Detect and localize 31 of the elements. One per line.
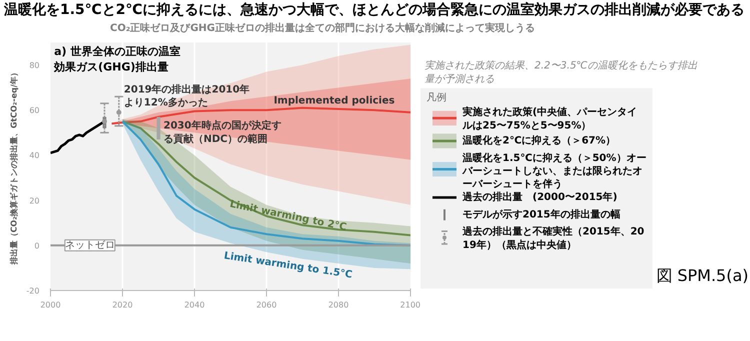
legend-label: モデルが示す2015年の排出量の幅 bbox=[462, 208, 620, 220]
annotation: Limit warming to 2°C bbox=[228, 198, 348, 234]
y-tick-label: -20 bbox=[26, 286, 40, 296]
y-tick-label: 20 bbox=[29, 196, 40, 206]
text: 図 SPM.5(a) bbox=[656, 266, 748, 286]
annotation: 2030年時点の国が決定する貢献（NDC）の範囲 bbox=[164, 120, 282, 145]
y-tick-label: 0 bbox=[34, 241, 40, 250]
annotation: Limit warming to 1.5°C bbox=[223, 250, 354, 281]
x-tick-label: 2080 bbox=[328, 300, 349, 310]
y-tick-label: 40 bbox=[29, 151, 40, 160]
x-tick-label: 2040 bbox=[184, 300, 205, 310]
x-tick-label: 2000 bbox=[40, 300, 61, 310]
y-tick-label: 60 bbox=[29, 106, 40, 116]
chart-title: 温暖化を1.5℃と2℃に抑えるには、急速かつ大幅で、ほとんどの場合緊急にの温室効果ガスの排出削減が必要である bbox=[4, 0, 744, 20]
y-axis-title: 排出量（CO₂換算ギガトンの排出量、GtCO₂-eq/年） bbox=[9, 68, 18, 266]
annotation: a) 世界全体の正味の温室効果ガス(GHG)排出量 bbox=[53, 44, 180, 74]
x-tick-label: 2100 bbox=[400, 300, 420, 310]
legend-label: 温暖化を2℃に抑える（＞67%） bbox=[462, 134, 616, 146]
ref-line-label: ネットゼロ bbox=[64, 240, 115, 251]
y-tick-label: 80 bbox=[29, 61, 40, 70]
legend-label: 過去の排出量 (2000〜2015年) bbox=[462, 191, 618, 204]
legend-label: 温暖化を1.5℃に抑える（＞50%）オーバーシュートしない、または限られたオーバーシュートを伴う bbox=[462, 152, 646, 190]
legend-title: 凡例 bbox=[426, 92, 446, 104]
annotation: 2019年の排出量は2010年より12%多かった bbox=[124, 84, 250, 109]
text: 実施された政策の結果、2.2〜3.5℃の温暖化をもたらす排出量が予測される bbox=[424, 60, 698, 85]
x-tick-label: 2020 bbox=[112, 300, 133, 310]
legend-label: 過去の排出量と不確実性（2015年、2019年）（黒点は中央値） bbox=[462, 226, 644, 251]
x-tick-label: 2060 bbox=[256, 300, 277, 310]
chart-subtitle: CO₂正味ゼロ及びGHG正味ゼロの排出量は全ての部門における大幅な削減によって実現しうる bbox=[110, 22, 536, 36]
annotation: Implemented policies bbox=[274, 95, 395, 106]
legend-label: 実施された政策(中央値、パーセンタイルは25〜75%と5〜95%） bbox=[462, 106, 638, 132]
